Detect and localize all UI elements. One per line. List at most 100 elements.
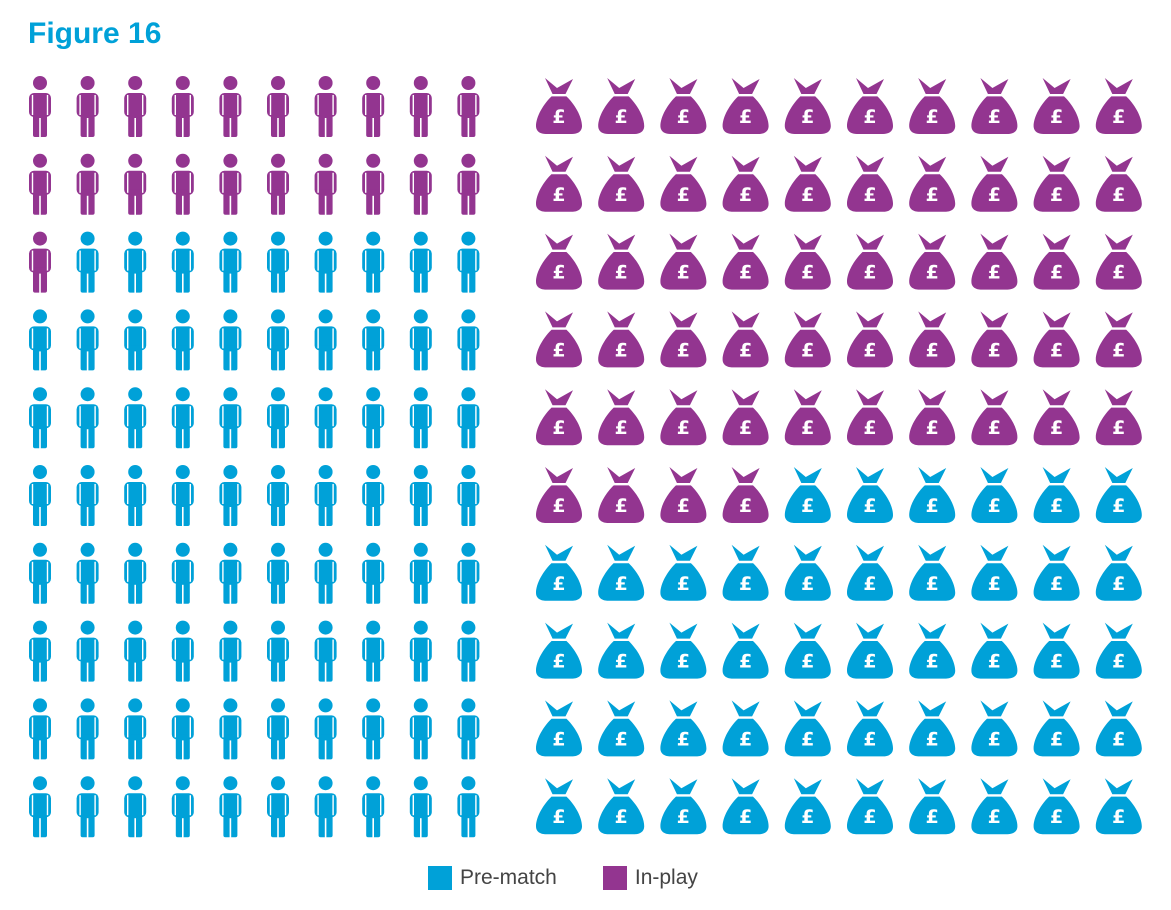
- svg-text:£: £: [1050, 495, 1063, 517]
- svg-text:£: £: [801, 184, 814, 206]
- svg-text:£: £: [552, 651, 565, 673]
- person-icon: [29, 153, 51, 216]
- svg-text:£: £: [1112, 728, 1125, 750]
- svg-text:£: £: [926, 339, 939, 361]
- svg-text:£: £: [677, 339, 690, 361]
- svg-text:£: £: [926, 184, 939, 206]
- money-bag-pound-icon: £: [847, 155, 893, 212]
- money-bag-pound-icon: £: [598, 311, 645, 368]
- person-icon: [124, 309, 147, 372]
- svg-text:£: £: [926, 651, 939, 673]
- svg-text:£: £: [863, 417, 876, 439]
- person-icon: [219, 465, 242, 527]
- money-bag-pound-icon: £: [909, 389, 956, 446]
- person-icon: [171, 542, 194, 605]
- money-bag-pound-icon: £: [598, 544, 645, 601]
- money-bag-pound-icon: £: [784, 311, 831, 368]
- svg-text:£: £: [1112, 573, 1125, 595]
- person-icon: [362, 698, 385, 761]
- person-icon: [171, 465, 194, 527]
- svg-text:£: £: [552, 495, 565, 517]
- money-bag-pound-icon: £: [660, 233, 707, 290]
- person-icon: [362, 76, 385, 138]
- person-icon: [219, 776, 242, 839]
- svg-text:£: £: [801, 106, 814, 128]
- money-bag-pound-icon: £: [1033, 622, 1080, 679]
- person-icon: [219, 153, 242, 216]
- svg-text:£: £: [863, 495, 876, 517]
- money-bag-pound-icon: £: [660, 622, 707, 679]
- svg-text:£: £: [552, 106, 565, 128]
- svg-text:£: £: [926, 417, 939, 439]
- person-icon: [124, 698, 147, 761]
- person-icon: [267, 309, 289, 372]
- svg-text:£: £: [552, 806, 565, 828]
- money-bag-pound-icon: £: [1095, 622, 1142, 679]
- person-icon: [314, 465, 337, 527]
- person-icon: [124, 387, 147, 450]
- svg-text:£: £: [615, 573, 628, 595]
- money-bag-pound-icon: £: [598, 233, 645, 290]
- person-icon: [314, 76, 337, 138]
- svg-text:£: £: [926, 106, 939, 128]
- money-bag-pound-icon: £: [598, 467, 645, 523]
- person-icon: [29, 542, 51, 605]
- money-bag-pound-icon: £: [660, 155, 707, 212]
- person-icon: [76, 231, 99, 294]
- money-bag-pound-icon: £: [536, 467, 582, 523]
- person-icon: [267, 231, 289, 294]
- person-icon: [362, 231, 385, 294]
- money-bag-pound-icon: £: [722, 700, 769, 757]
- money-bag-pound-icon: £: [909, 311, 956, 368]
- svg-text:£: £: [1112, 651, 1125, 673]
- svg-text:£: £: [863, 339, 876, 361]
- person-icon: [314, 309, 337, 372]
- person-icon: [76, 465, 99, 527]
- person-icon: [171, 776, 194, 839]
- svg-text:£: £: [801, 573, 814, 595]
- person-icon: [362, 153, 385, 216]
- person-icon: [124, 231, 147, 294]
- person-icon: [362, 309, 385, 372]
- svg-text:£: £: [552, 573, 565, 595]
- person-icon: [76, 542, 99, 605]
- money-bag-pound-icon: £: [660, 467, 707, 523]
- money-bag-pound-icon: £: [971, 155, 1018, 212]
- money-bag-pound-icon: £: [847, 467, 893, 523]
- money-bag-pound-icon: £: [536, 778, 582, 835]
- person-icon: [362, 620, 385, 683]
- svg-text:£: £: [739, 495, 752, 517]
- money-bag-pound-icon: £: [784, 700, 831, 757]
- money-bag-pound-icon: £: [660, 311, 707, 368]
- money-bag-pound-icon: £: [536, 700, 582, 757]
- person-icon: [267, 387, 289, 450]
- money-bag-pound-icon: £: [909, 700, 956, 757]
- money-bag-pound-icon: £: [598, 778, 645, 835]
- money-bag-pound-icon: £: [971, 778, 1018, 835]
- legend-item-in-play: In-play: [602, 866, 698, 890]
- person-icon: [29, 309, 51, 372]
- svg-text:£: £: [677, 106, 690, 128]
- svg-text:£: £: [677, 262, 690, 284]
- person-icon: [457, 309, 480, 372]
- person-icon: [267, 620, 289, 683]
- person-icon: [219, 309, 242, 372]
- person-icon: [171, 620, 194, 683]
- money-bag-pound-icon: £: [536, 389, 582, 446]
- money-bag-pound-icon: £: [1033, 233, 1080, 290]
- person-icon: [314, 387, 337, 450]
- legend-swatch-pre-match: [428, 866, 452, 890]
- person-icon: [29, 387, 51, 450]
- money-bag-pound-icon: £: [536, 622, 582, 679]
- person-icon: [314, 620, 337, 683]
- money-bag-pound-icon: £: [847, 622, 893, 679]
- person-icon: [457, 231, 480, 294]
- person-icon: [171, 309, 194, 372]
- svg-text:£: £: [801, 339, 814, 361]
- person-icon: [29, 465, 51, 527]
- person-icon: [362, 465, 385, 527]
- person-icon: [171, 153, 194, 216]
- money-bag-pound-icon: £: [1033, 544, 1080, 601]
- svg-text:£: £: [739, 651, 752, 673]
- svg-text:£: £: [739, 417, 752, 439]
